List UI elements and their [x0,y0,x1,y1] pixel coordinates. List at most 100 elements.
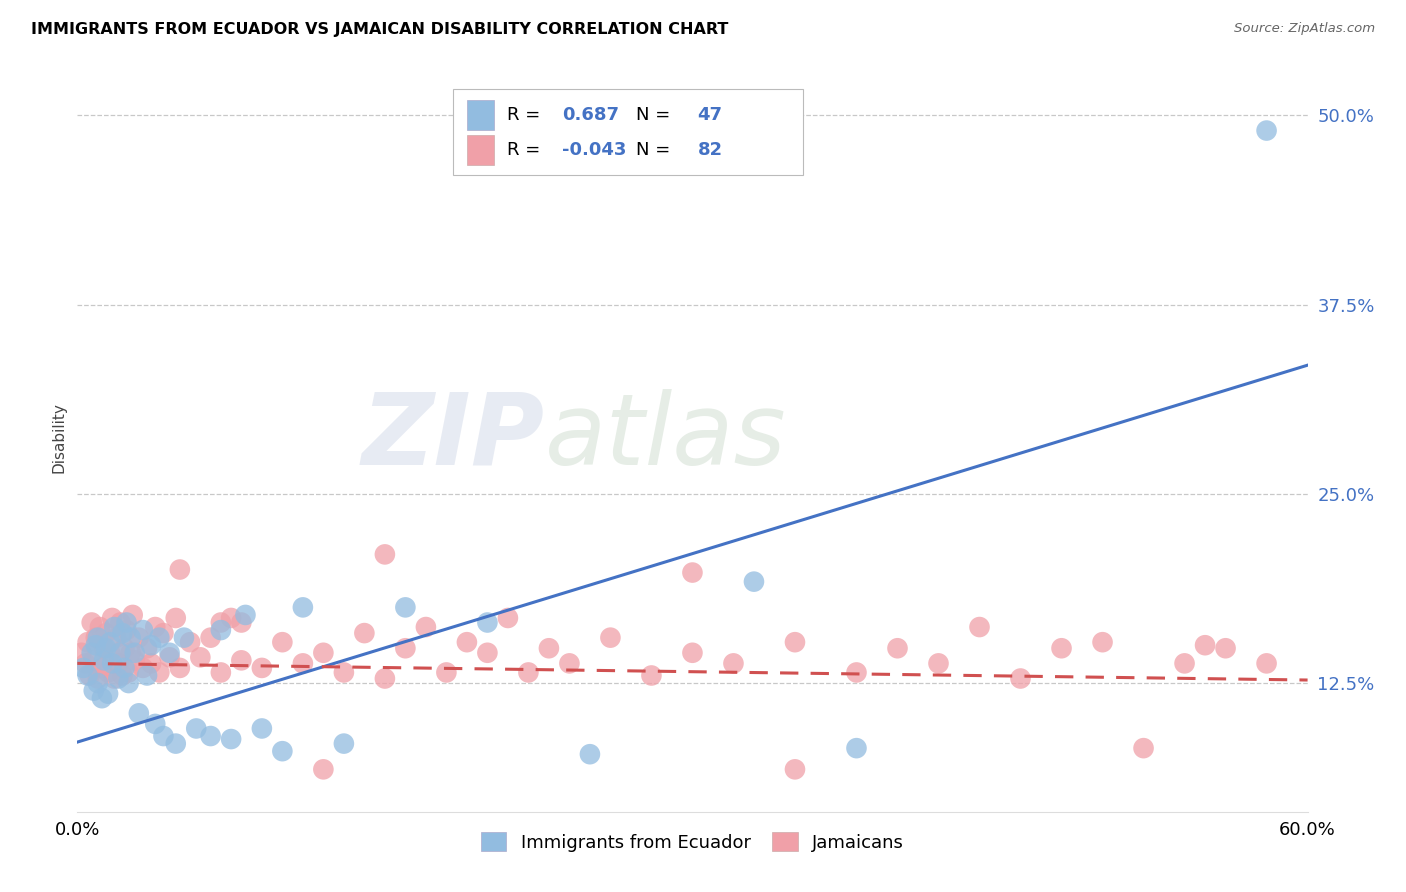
Point [103,672,125,686]
Point [291,657,314,671]
Point [599,631,621,645]
Point [188,650,212,665]
Point [128,706,150,721]
FancyBboxPatch shape [453,88,803,175]
Point [111,626,134,640]
Text: 82: 82 [697,141,723,159]
Text: ZIP: ZIP [361,389,546,485]
FancyBboxPatch shape [467,100,495,130]
Point [200,729,222,743]
Point [969,620,991,634]
Point [219,732,242,747]
Point [97,687,120,701]
Point [90,661,114,675]
Point [105,631,128,645]
Point [72,661,94,675]
Point [200,631,222,645]
Text: 47: 47 [697,106,723,124]
Point [101,611,124,625]
Legend: Immigrants from Ecuador, Jamaicans: Immigrants from Ecuador, Jamaicans [474,825,911,859]
Point [98,646,121,660]
Point [558,657,581,671]
Point [103,620,125,634]
Point [110,615,132,630]
Point [783,635,806,649]
Point [117,665,139,680]
Point [209,615,232,630]
Point [124,646,146,660]
Point [436,665,458,680]
Point [152,626,174,640]
Point [90,691,114,706]
Point [98,635,121,649]
Point [115,615,138,630]
Point [136,668,159,682]
Point [148,665,170,680]
Point [250,661,273,675]
Point [415,620,437,634]
Point [111,668,134,682]
Point [114,641,136,656]
Point [117,676,139,690]
Point [394,641,416,656]
Point [83,683,105,698]
Point [845,665,868,680]
Point [271,744,294,758]
Point [886,641,908,656]
Point [141,638,163,652]
Point [928,657,950,671]
Point [374,672,396,686]
Point [312,762,335,776]
Point [97,665,120,680]
Point [76,668,98,682]
Point [169,562,191,576]
Point [75,657,97,671]
Point [87,676,110,690]
Point [179,635,201,649]
Point [231,615,253,630]
Point [93,653,115,667]
Point [169,661,191,675]
Point [209,623,232,637]
Point [1174,657,1197,671]
Point [271,635,294,649]
Point [87,631,110,645]
Point [333,737,356,751]
Point [124,653,146,667]
Point [742,574,765,589]
Point [579,747,602,762]
Point [682,646,704,660]
Text: -0.043: -0.043 [562,141,627,159]
Point [80,646,103,660]
Text: R =: R = [506,141,546,159]
Point [1256,123,1278,137]
Point [165,737,187,751]
Text: Source: ZipAtlas.com: Source: ZipAtlas.com [1234,22,1375,36]
Point [107,672,129,686]
Point [89,620,111,634]
Point [682,566,704,580]
Point [1194,638,1216,652]
Point [148,631,170,645]
Point [115,623,138,637]
Point [640,668,662,682]
Point [477,646,499,660]
Point [394,600,416,615]
Point [110,646,132,660]
Point [93,641,115,656]
Point [209,665,232,680]
Point [165,611,187,625]
Text: atlas: atlas [546,389,786,485]
Point [152,729,174,743]
Point [456,635,478,649]
Point [231,653,253,667]
Point [143,717,166,731]
Point [219,611,242,625]
Point [496,611,519,625]
Point [94,641,117,656]
Point [114,661,136,675]
Point [1050,641,1073,656]
Point [141,657,163,671]
Point [159,646,181,660]
Point [70,646,93,660]
